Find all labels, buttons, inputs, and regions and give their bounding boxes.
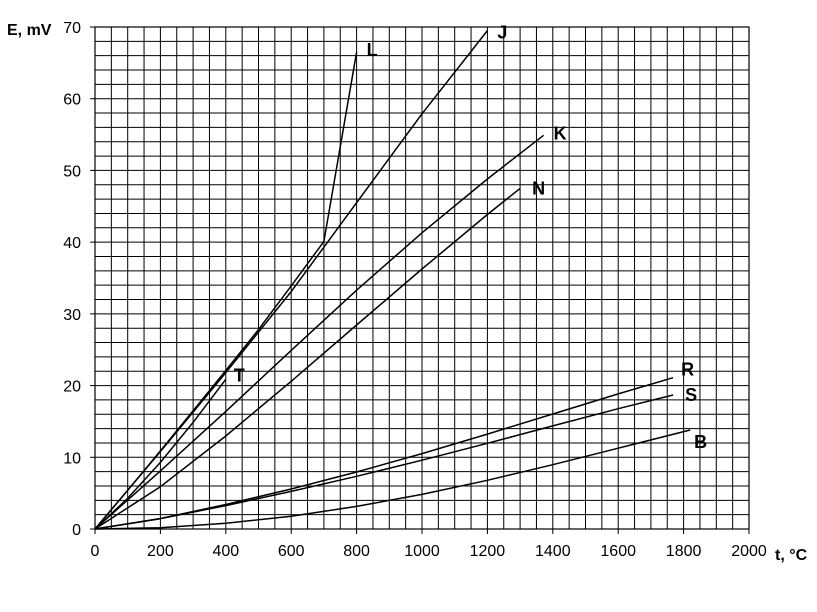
y-tick-label: 10 <box>63 450 81 467</box>
series-label-b: B <box>694 432 707 452</box>
x-tick-label: 2000 <box>731 543 767 560</box>
y-tick-label: 70 <box>63 20 81 37</box>
x-tick-label: 1800 <box>666 543 702 560</box>
x-tick-label: 1000 <box>404 543 440 560</box>
series-label-k: K <box>554 123 567 143</box>
series-line-s <box>94 394 674 530</box>
x-tick-label: 400 <box>212 543 239 560</box>
x-tick-label: 1400 <box>535 543 571 560</box>
tick-labels: 0 200 400 600 800 1000 1200 1400 1600 1800 2000 0 10… <box>63 20 767 560</box>
grid <box>94 26 750 530</box>
y-tick-label: 60 <box>63 92 81 109</box>
y-tick-label: 50 <box>63 163 81 180</box>
y-tick-label: 20 <box>63 379 81 396</box>
series-line-k <box>94 134 545 530</box>
series-label-r: R <box>681 360 694 380</box>
series-label-t: T <box>234 365 245 385</box>
x-tick-label: 0 <box>91 543 100 560</box>
series-labels: L J K N T RS B <box>234 23 707 452</box>
x-tick-label: 1200 <box>470 543 506 560</box>
y-axis-title: E, mV <box>7 22 52 39</box>
y-tick-label: 30 <box>63 307 81 324</box>
x-tick-label: 1600 <box>600 543 636 560</box>
series-label-l: L <box>367 40 378 60</box>
y-tick-label: 40 <box>63 235 81 252</box>
series-line-b <box>94 429 691 530</box>
x-tick-label: 200 <box>147 543 174 560</box>
series-line-j <box>94 30 488 530</box>
y-tick-label: 0 <box>72 522 81 539</box>
series-label-s: S <box>685 385 697 405</box>
series-line-t <box>94 378 227 530</box>
series-label-n: N <box>532 178 545 198</box>
series-label-j: J <box>497 23 507 43</box>
x-tick-label: 800 <box>343 543 370 560</box>
x-tick-label: 600 <box>278 543 305 560</box>
series-line-n <box>94 187 521 530</box>
x-axis-title: t, °C <box>775 547 808 564</box>
series-lines <box>94 30 691 530</box>
